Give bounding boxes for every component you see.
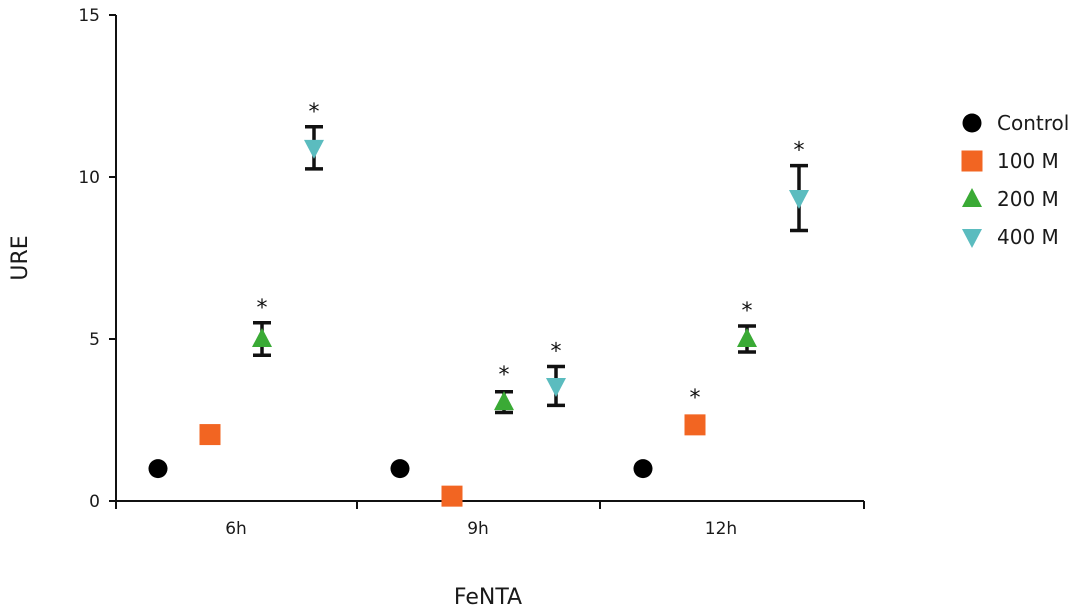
data-point <box>148 459 168 479</box>
legend-label: 200 M <box>997 187 1059 211</box>
data-point <box>789 190 809 210</box>
legend-marker <box>962 113 982 133</box>
significance-marker: * <box>257 296 268 321</box>
significance-marker: * <box>551 340 562 365</box>
data-point <box>199 424 221 446</box>
x-tick-label: 6h <box>225 519 247 539</box>
significance-marker: * <box>499 363 510 388</box>
significance-marker: * <box>690 386 701 411</box>
legend-marker <box>962 229 982 248</box>
y-tick-label: 0 <box>89 492 100 512</box>
data-point <box>304 139 324 159</box>
data-point <box>252 328 272 347</box>
legend-label: 100 M <box>997 149 1059 173</box>
significance-marker: * <box>309 100 320 125</box>
y-tick-label: 5 <box>89 330 100 350</box>
legend-label: 400 M <box>997 225 1059 249</box>
y-tick-label: 15 <box>78 6 100 26</box>
data-point <box>633 459 653 479</box>
x-tick-label: 9h <box>467 519 489 539</box>
data-point <box>684 414 706 436</box>
legend-marker <box>962 188 982 207</box>
significance-marker: * <box>742 299 753 324</box>
data-point <box>390 459 410 479</box>
legend-label: Control <box>997 111 1069 135</box>
legend-marker <box>961 150 983 172</box>
data-point <box>546 377 566 397</box>
data-marks: * * * * * * * <box>148 100 809 507</box>
y-tick-label: 10 <box>78 168 100 188</box>
data-point <box>441 485 463 507</box>
data-point <box>737 328 757 347</box>
data-point <box>494 391 514 411</box>
x-axis-title: FeNTA <box>454 585 522 610</box>
y-axis-title: URE <box>8 235 33 280</box>
x-tick-label: 12h <box>705 519 737 539</box>
axes: 0 5 10 15 6h 9h 12h <box>78 6 865 539</box>
legend: Control 100 M 200 M 400 M <box>961 111 1069 249</box>
significance-marker: * <box>794 139 805 164</box>
